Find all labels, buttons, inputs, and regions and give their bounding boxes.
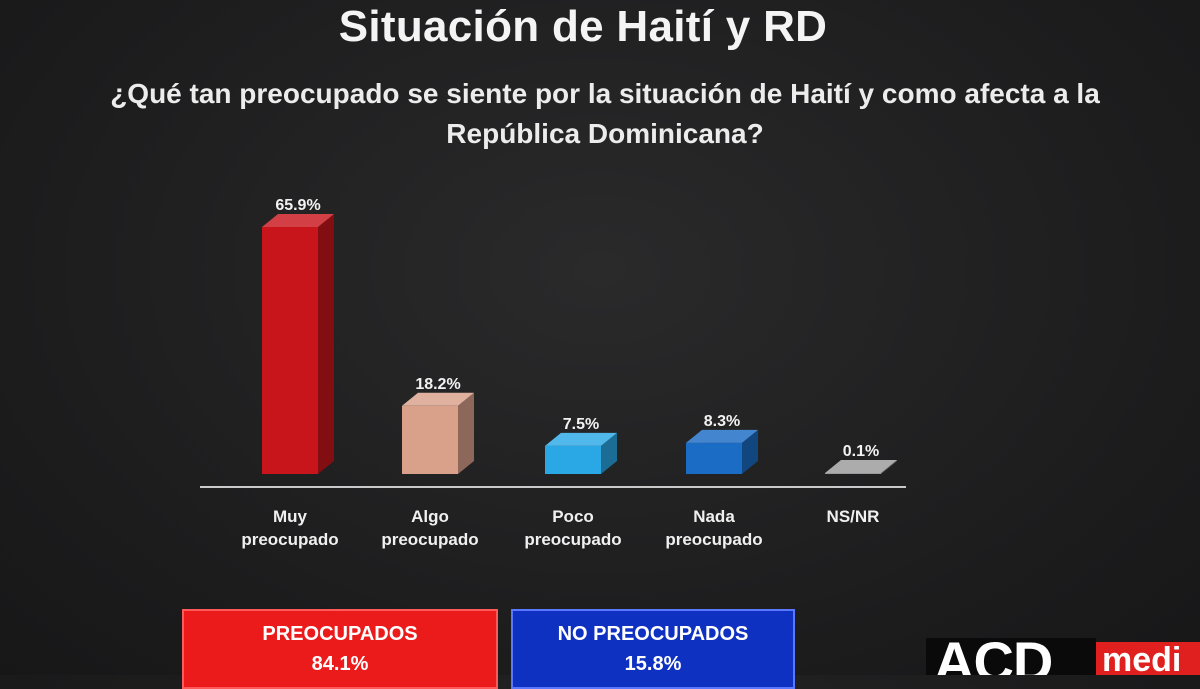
value-label-5: 0.1% [843, 443, 879, 460]
bar-5 [825, 460, 897, 474]
bar-3 [545, 432, 617, 474]
preocupados-label: PREOCUPADOS [262, 623, 418, 645]
category-label-1: Muy preocupado [241, 507, 338, 549]
value-label-4: 8.3% [704, 413, 740, 430]
preocupados-value: 84.1% [311, 653, 369, 675]
category-label-4: Nada preocupado [665, 507, 762, 549]
value-label-3: 7.5% [563, 416, 599, 433]
survey-question: ¿Qué tan preocupado se siente por la sit… [110, 78, 1100, 149]
no-preocupados-label: NO PREOCUPADOS [557, 623, 749, 645]
bar-1 [262, 214, 334, 474]
acd-media-logo: ACD medi [926, 632, 1200, 675]
logo-text: ACD [934, 632, 1053, 675]
chart-title: Situación de Haití y RD [338, 2, 828, 51]
bar-2 [402, 392, 474, 474]
preocupados-summary-box: PREOCUPADOS 84.1% [182, 609, 498, 689]
value-label-1: 65.9% [275, 197, 320, 214]
bar-chart: 65.9% Muy preocupado 18.2% Algo preocupado 7.5… [200, 197, 906, 549]
category-label-5: NS/NR [827, 507, 880, 526]
bar-4 [686, 429, 758, 474]
value-label-2: 18.2% [415, 376, 460, 393]
category-label-3: Poco preocupado [524, 507, 621, 549]
no-preocupados-summary-box: NO PREOCUPADOS 15.8% [511, 609, 795, 689]
no-preocupados-value: 15.8% [624, 653, 682, 675]
category-label-2: Algo preocupado [381, 507, 478, 549]
logo-suffix: medi [1102, 641, 1182, 675]
